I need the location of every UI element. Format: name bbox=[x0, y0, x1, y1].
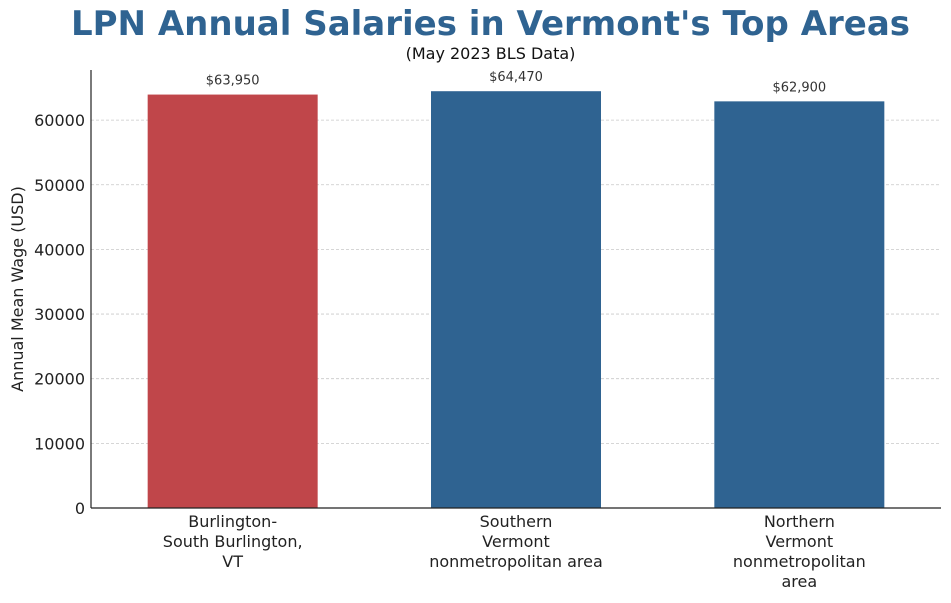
data-label: $62,900 bbox=[772, 80, 826, 95]
bars bbox=[147, 91, 885, 509]
bar bbox=[147, 94, 318, 509]
axes bbox=[90, 70, 941, 509]
chart-subtitle: (May 2023 BLS Data) bbox=[405, 44, 576, 63]
x-tick-label: nonmetropolitan area bbox=[429, 552, 603, 571]
y-axis-label: Annual Mean Wage (USD) bbox=[8, 186, 27, 392]
y-tick-label: 20000 bbox=[34, 370, 85, 389]
y-tick-label: 60000 bbox=[34, 111, 85, 130]
y-tick-label: 10000 bbox=[34, 434, 85, 453]
x-tick-label: nonmetropolitan bbox=[733, 552, 866, 571]
x-tick-label: Southern bbox=[480, 512, 553, 531]
x-tick-label: VT bbox=[222, 552, 243, 571]
x-tick-label: Northern bbox=[764, 512, 835, 531]
x-tick-label: area bbox=[781, 572, 817, 591]
x-tick-label: Vermont bbox=[482, 532, 550, 551]
labels: 0 10000 20000 30000 40000 50000 60000 $63,950 Bu… bbox=[34, 70, 866, 591]
y-tick-label: 40000 bbox=[34, 240, 85, 259]
x-tick-label: South Burlington, bbox=[163, 532, 303, 551]
x-tick-label: Vermont bbox=[766, 532, 834, 551]
y-tick-label: 30000 bbox=[34, 305, 85, 324]
y-tick-label: 0 bbox=[75, 499, 85, 518]
chart-title: LPN Annual Salaries in Vermont's Top Are… bbox=[70, 4, 911, 44]
bar bbox=[714, 101, 885, 508]
bar bbox=[431, 91, 601, 508]
y-tick-label: 50000 bbox=[34, 176, 85, 195]
x-tick-label: Burlington- bbox=[188, 512, 277, 531]
data-label: $63,950 bbox=[206, 74, 260, 89]
data-label: $64,470 bbox=[489, 70, 543, 85]
